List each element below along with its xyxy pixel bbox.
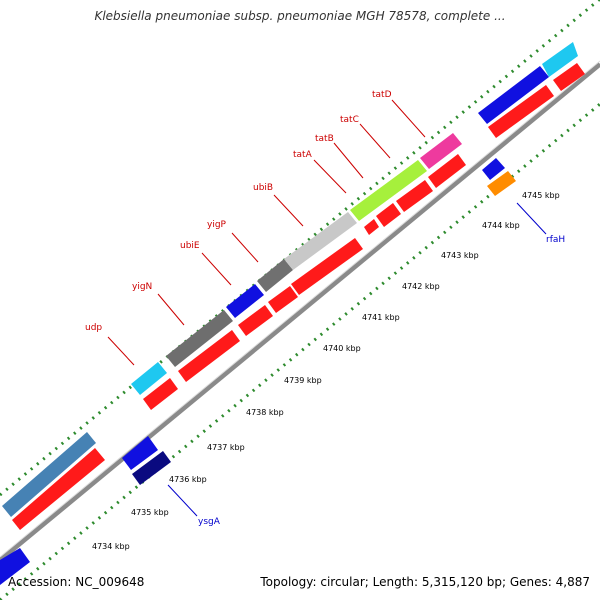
inner-gene-track[interactable] bbox=[0, 158, 516, 585]
gene-box-udp[interactable] bbox=[131, 362, 167, 395]
cds-arrow[interactable] bbox=[238, 305, 273, 336]
cds-arrow[interactable] bbox=[178, 330, 240, 382]
scale-tick-label: 4742 kbp bbox=[402, 282, 440, 291]
cds-track[interactable] bbox=[12, 63, 585, 530]
cds-arrow[interactable] bbox=[376, 203, 401, 227]
gene-label[interactable]: rfaH bbox=[546, 235, 565, 245]
cds-arrow[interactable] bbox=[364, 219, 379, 235]
gene-box-tat[interactable] bbox=[350, 160, 427, 221]
gene-label[interactable]: tatC bbox=[340, 115, 359, 125]
gene-box-yigN[interactable] bbox=[166, 310, 233, 367]
leader-tatD bbox=[391, 99, 426, 138]
scale-tick-label: 4740 kbp bbox=[323, 344, 361, 353]
scale-tick-label: 4737 kbp bbox=[207, 443, 245, 452]
cds-arrow[interactable] bbox=[291, 238, 363, 295]
leader-tatA bbox=[313, 159, 347, 194]
leader-yigP bbox=[231, 232, 259, 263]
leader-tatB bbox=[333, 142, 364, 179]
gene-box-steelblue[interactable] bbox=[2, 432, 96, 517]
gene-box-rfaH[interactable] bbox=[482, 158, 505, 180]
gene-label[interactable]: yigP bbox=[207, 220, 227, 230]
leader-udp bbox=[107, 336, 135, 366]
gene-label[interactable]: tatB bbox=[315, 134, 334, 144]
leader-ubiB bbox=[273, 194, 304, 227]
scale-tick-label: 4738 kbp bbox=[246, 408, 284, 417]
scale-tick-label: 4744 kbp bbox=[482, 221, 520, 230]
leader-ubiE bbox=[201, 252, 232, 286]
outer-gene-track[interactable] bbox=[2, 42, 578, 517]
scale-labels: 4734 kbp 4735 kbp 4736 kbp 4737 kbp 4738… bbox=[92, 191, 560, 551]
gene-box-ysgA[interactable] bbox=[122, 436, 158, 470]
gene-label[interactable]: ysgA bbox=[198, 517, 221, 527]
gene-label[interactable]: tatA bbox=[293, 150, 313, 160]
gene-box-cyan-top[interactable] bbox=[542, 42, 578, 77]
cds-arrow[interactable] bbox=[268, 286, 298, 313]
gene-box-ubiB[interactable] bbox=[284, 212, 357, 270]
leader-ysgA bbox=[167, 484, 198, 517]
gene-box-ubiE[interactable] bbox=[226, 284, 264, 318]
outer-tick-row bbox=[0, 0, 600, 497]
cds-arrow[interactable] bbox=[12, 448, 105, 530]
gene-box-yigP[interactable] bbox=[257, 259, 293, 292]
scale-tick-label: 4743 kbp bbox=[441, 251, 479, 260]
gene-box-blue-top[interactable] bbox=[478, 66, 549, 124]
accession-label: Accession: NC_009648 bbox=[8, 575, 145, 589]
scale-tick-label: 4741 kbp bbox=[362, 313, 400, 322]
gene-labels: udp yigN ubiE yigP ubiB tatA tatB tatC t… bbox=[85, 90, 565, 527]
gene-label[interactable]: ubiE bbox=[180, 241, 200, 251]
cds-arrow[interactable] bbox=[428, 154, 466, 188]
scale-tick-label: 4739 kbp bbox=[284, 376, 322, 385]
gene-box-bottom-left[interactable] bbox=[0, 548, 30, 585]
gene-label[interactable]: ubiB bbox=[253, 183, 273, 193]
scale-tick-label: 4735 kbp bbox=[131, 508, 169, 517]
cds-arrow[interactable] bbox=[553, 63, 585, 91]
leader-tatC bbox=[359, 123, 391, 159]
leader-yigN bbox=[157, 293, 185, 326]
cds-arrow[interactable] bbox=[143, 378, 178, 410]
gene-label[interactable]: tatD bbox=[372, 90, 392, 100]
cds-arrow[interactable] bbox=[396, 180, 433, 212]
topology-label: Topology: circular; Length: 5,315,120 bp… bbox=[260, 575, 590, 589]
gene-box-navy[interactable] bbox=[132, 451, 171, 485]
backbone-line bbox=[0, 62, 600, 562]
label-leaders bbox=[107, 99, 547, 517]
gene-label[interactable]: udp bbox=[85, 323, 102, 333]
leader-rfaH bbox=[516, 202, 547, 235]
cds-arrow[interactable] bbox=[488, 85, 554, 138]
gene-label[interactable]: yigN bbox=[132, 282, 152, 292]
gene-box-orange[interactable] bbox=[487, 171, 516, 196]
map-title: Klebsiella pneumoniae subsp. pneumoniae … bbox=[94, 9, 506, 23]
scale-tick-label: 4734 kbp bbox=[92, 542, 130, 551]
scale-tick-label: 4736 kbp bbox=[169, 475, 207, 484]
gene-box-tatD[interactable] bbox=[420, 133, 462, 169]
backbone-highlight bbox=[0, 60, 600, 558]
scale-tick-label: 4745 kbp bbox=[522, 191, 560, 200]
